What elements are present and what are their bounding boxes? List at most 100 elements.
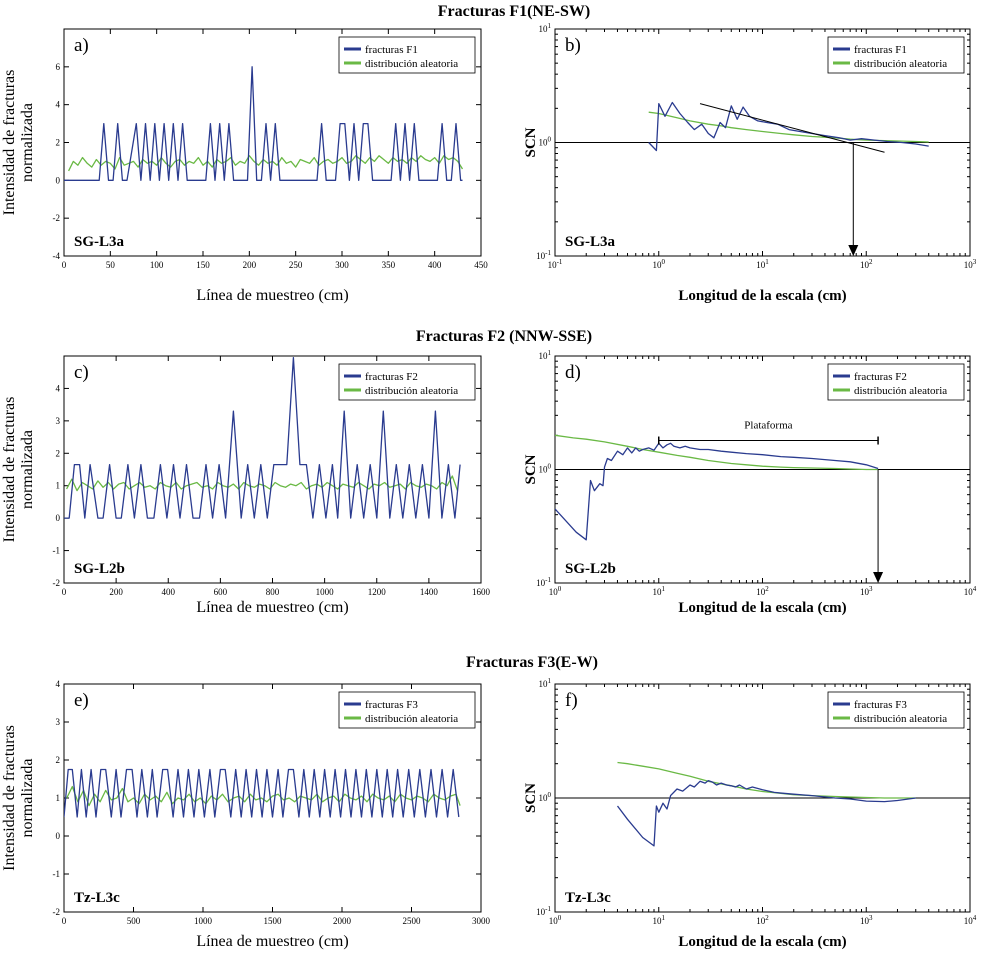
- y-tick-label: 4: [56, 383, 61, 393]
- y-tick-label: 1: [56, 793, 61, 803]
- x-tick-label: 200: [109, 587, 123, 597]
- x-tick-label: 350: [382, 260, 396, 270]
- y-tick-label: 2: [56, 138, 61, 148]
- scale-arrow-head: [873, 572, 884, 583]
- panel-letter: b): [565, 35, 581, 56]
- x-tick-label: 400: [162, 587, 176, 597]
- x-tick-label: 100: [549, 585, 562, 597]
- y-axis-label: SCN: [523, 454, 539, 484]
- series-line-aleatoria: [555, 434, 879, 471]
- legend-label: distribución aleatoria: [365, 385, 458, 397]
- chart-b: 10-1 100 101 102 10310-1100101b)SG-L3afractu…: [523, 22, 977, 304]
- legend-box: [338, 691, 476, 729]
- x-axis-label: Longitud de la escala (cm): [678, 600, 846, 616]
- legend-label: distribución aleatoria: [854, 58, 947, 70]
- chart-d-plot: [555, 434, 879, 541]
- y-tick-label: 101: [539, 677, 552, 689]
- legend-box: [827, 691, 965, 729]
- x-tick-label: 102: [860, 258, 873, 270]
- y-tick-label: 1: [56, 481, 61, 491]
- sample-label: SG-L2b: [74, 561, 125, 577]
- x-tick-label: 100: [653, 258, 666, 270]
- x-tick-label: 50: [106, 260, 116, 270]
- y-axis-label: normalizada: [19, 103, 36, 182]
- y-tick-label: 101: [539, 349, 552, 361]
- fit-line: [699, 103, 885, 153]
- x-axis-label: Longitud de la escala (cm): [678, 934, 846, 950]
- legend-label: distribución aleatoria: [854, 713, 947, 725]
- y-axis-label: Intensidad de fracturas: [1, 725, 18, 871]
- x-tick-label: 3000: [472, 916, 491, 926]
- y-tick-label: 100: [539, 136, 552, 148]
- legend-label: fracturas F3: [365, 699, 418, 711]
- x-tick-label: 102: [756, 914, 769, 926]
- y-axis-label: Intensidad de fracturas: [1, 397, 18, 543]
- x-tick-label: 800: [266, 587, 280, 597]
- x-axis-label: Línea de muestreo (cm): [196, 287, 348, 304]
- y-tick-label: -2: [53, 213, 61, 223]
- sample-label: SG-L3a: [565, 234, 616, 250]
- chart-b-plot: [648, 101, 929, 152]
- sample-label: SG-L2b: [565, 561, 616, 577]
- series-line-fracturas: [64, 356, 461, 519]
- y-tick-label: 4: [56, 679, 61, 689]
- legend-label: fracturas F3: [854, 699, 907, 711]
- chart-a: 0 50 100 150 200 250 300 350 400 450 -4 -2 0 2 4 6 a) SG-…: [1, 28, 488, 304]
- y-tick-label: -4: [53, 251, 61, 261]
- y-tick-label: 2: [56, 448, 61, 458]
- x-tick-label: 101: [653, 914, 666, 926]
- panel-letter: a): [74, 35, 89, 56]
- y-tick-label: 4: [56, 100, 61, 110]
- x-tick-label: 1500: [264, 916, 283, 926]
- x-tick-label: 400: [428, 260, 442, 270]
- y-axis-label: normalizada: [19, 758, 36, 837]
- x-tick-label: 200: [243, 260, 257, 270]
- x-tick-label: 104: [964, 914, 977, 926]
- chart-f-plot: [616, 761, 916, 847]
- series-line-aleatoria: [68, 155, 464, 172]
- x-tick-label: 600: [214, 587, 228, 597]
- y-axis-label: Intensidad de fracturas: [1, 70, 18, 216]
- series-line-fracturas: [555, 442, 879, 541]
- x-tick-label: 2000: [333, 916, 352, 926]
- sample-label: Tz-L3c: [565, 890, 611, 906]
- x-tick-label: 100: [549, 914, 562, 926]
- panel-letter: f): [565, 690, 578, 711]
- x-tick-label: 103: [860, 914, 873, 926]
- x-tick-label: 250: [289, 260, 303, 270]
- series-line-fracturas: [616, 779, 916, 847]
- panel-letter: d): [565, 362, 581, 383]
- y-axis-label: normalizada: [19, 430, 36, 509]
- series-line-fracturas: [648, 101, 929, 152]
- chart-e-plot: [64, 768, 461, 818]
- group-title-f3: Fracturas F3(E-W): [466, 654, 598, 671]
- y-tick-label: 101: [539, 22, 552, 34]
- x-tick-label: 104: [964, 585, 977, 597]
- y-tick-label: 3: [56, 416, 61, 426]
- y-axis-label: SCN: [523, 127, 539, 157]
- legend-label: fracturas F2: [365, 371, 418, 383]
- x-axis-label: Línea de muestreo (cm): [196, 933, 348, 950]
- x-tick-label: 1000: [194, 916, 213, 926]
- panel-letter: c): [74, 362, 89, 383]
- x-tick-label: 103: [860, 585, 873, 597]
- y-tick-label: 100: [539, 463, 552, 475]
- x-tick-label: 1600: [472, 587, 491, 597]
- y-tick-label: -1: [53, 546, 61, 556]
- y-tick-label: 3: [56, 717, 61, 727]
- x-tick-label: 0: [62, 587, 67, 597]
- legend-label: fracturas F2: [854, 371, 907, 383]
- y-tick-label: 6: [56, 62, 61, 72]
- series-line-aleatoria: [66, 475, 459, 492]
- legend-label: distribución aleatoria: [854, 385, 947, 397]
- legend-label: fracturas F1: [365, 44, 418, 56]
- y-tick-label: 0: [56, 831, 61, 841]
- x-tick-label: 300: [335, 260, 349, 270]
- y-tick-label: -1: [53, 869, 61, 879]
- y-tick-label: -2: [53, 907, 61, 917]
- panel-letter: e): [74, 690, 89, 711]
- legend-label: fracturas F1: [854, 44, 907, 56]
- x-tick-label: 2500: [403, 916, 422, 926]
- legend: fracturas F2 distribución aleatoria: [338, 363, 476, 401]
